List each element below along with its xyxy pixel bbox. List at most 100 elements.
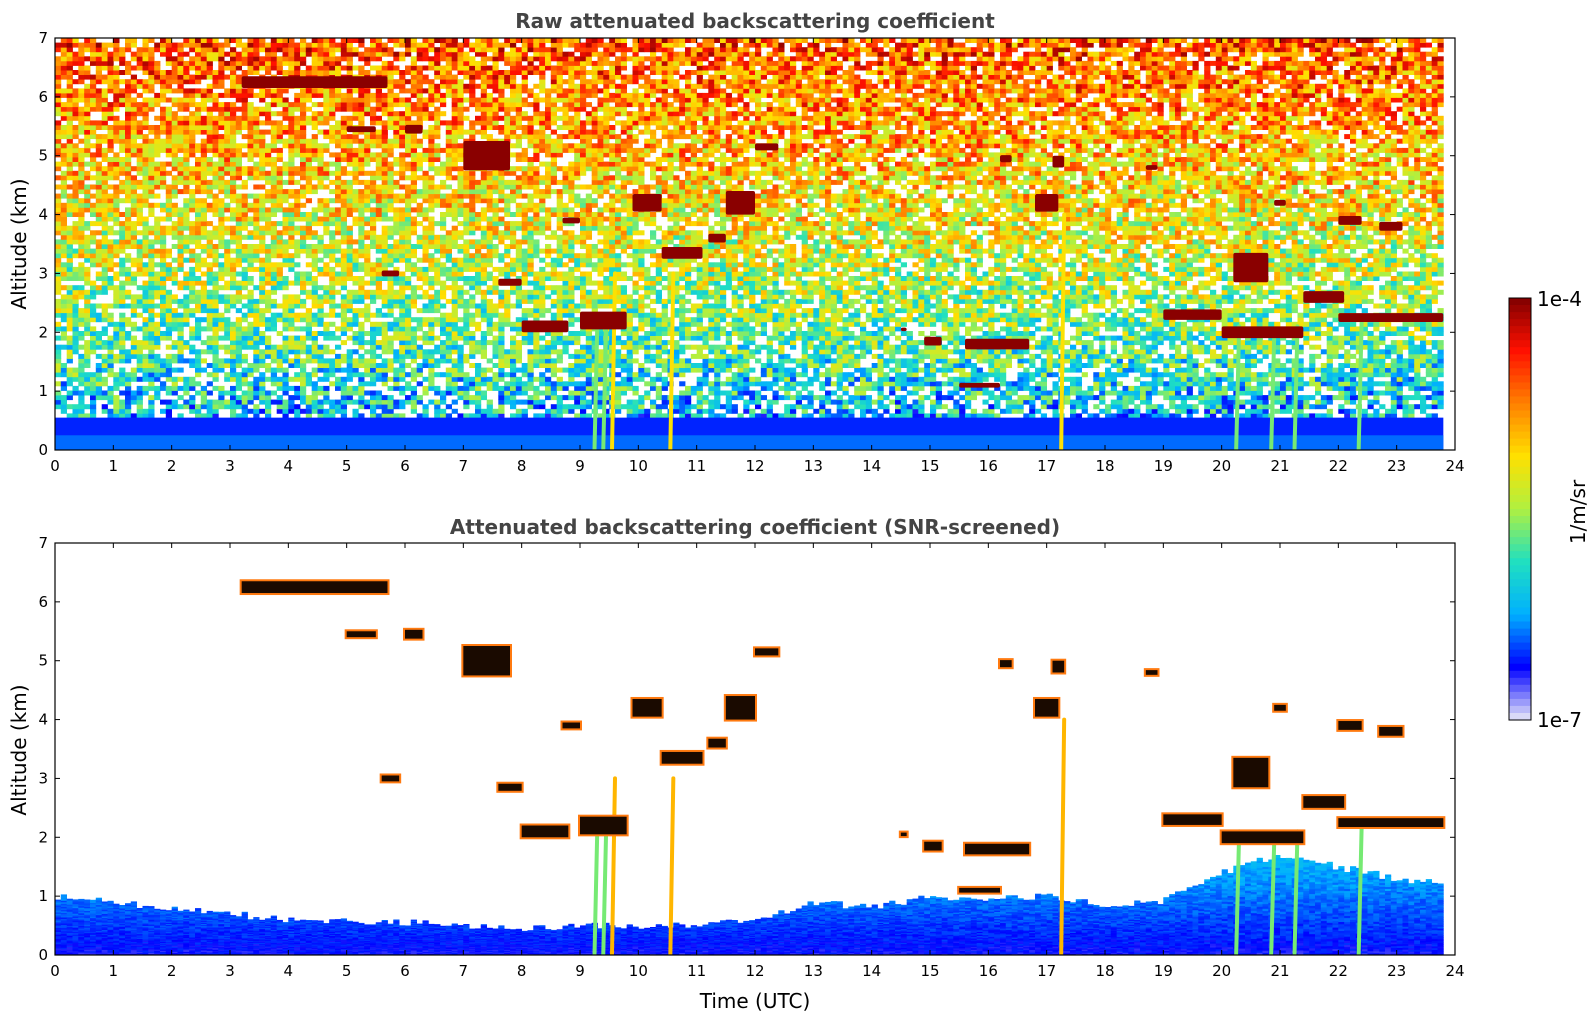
noise-cell (247, 138, 254, 144)
noise-cell (422, 152, 429, 158)
noise-cell (125, 331, 132, 336)
noise-cell (160, 285, 167, 291)
noise-cell (364, 253, 371, 259)
noise-cell (95, 170, 102, 176)
noise-cell (154, 385, 161, 391)
noise-cell (445, 257, 452, 263)
noise-cell (84, 349, 91, 355)
noise-cell (189, 88, 196, 94)
noise-cell (381, 193, 388, 199)
noise-cell (422, 88, 429, 94)
noise-cell (177, 331, 184, 336)
noise-cell (241, 42, 248, 48)
noise-cell (66, 166, 73, 172)
noise-cell (142, 225, 149, 231)
noise-cell (399, 129, 406, 135)
noise-cell (160, 147, 167, 153)
noise-cell (305, 326, 312, 332)
noise-cell (358, 189, 365, 195)
noise-cell (370, 331, 377, 336)
noise-cell (171, 221, 178, 227)
noise-cell (189, 248, 196, 254)
noise-cell (78, 157, 85, 162)
noise-cell (259, 120, 266, 126)
noise-cell (352, 138, 359, 144)
noise-cell (160, 303, 167, 309)
noise-cell (119, 404, 126, 410)
noise-cell (171, 184, 178, 190)
noise-cell (259, 385, 266, 391)
noise-cell (416, 294, 423, 300)
noise-cell (451, 303, 458, 309)
noise-cell (457, 385, 464, 391)
noise-cell (160, 234, 167, 240)
noise-cell (183, 179, 190, 185)
noise-cell (445, 56, 452, 62)
noise-cell (416, 381, 423, 387)
noise-cell (78, 120, 85, 126)
noise-cell (177, 298, 184, 304)
noise-cell (253, 120, 260, 126)
noise-cell (445, 42, 452, 48)
noise-cell (329, 92, 336, 98)
noise-cell (463, 381, 470, 387)
noise-cell (329, 266, 336, 272)
noise-cell (492, 349, 499, 355)
noise-cell (195, 120, 202, 126)
noise-cell (393, 216, 400, 222)
noise-cell (399, 312, 406, 318)
noise-cell (130, 271, 137, 277)
noise-cell (125, 115, 132, 121)
noise-cell (370, 340, 377, 346)
noise-cell (189, 120, 196, 126)
noise-cell (212, 257, 219, 263)
noise-cell (218, 276, 225, 281)
noise-cell (218, 111, 225, 117)
noise-cell (358, 294, 365, 300)
noise-cell (311, 234, 318, 240)
noise-cell (206, 166, 213, 172)
noise-cell (136, 111, 143, 117)
noise-cell (189, 234, 196, 240)
noise-cell (282, 207, 289, 213)
noise-cell (434, 147, 441, 153)
noise-cell (329, 308, 336, 314)
noise-cell (340, 234, 347, 240)
noise-cell (177, 349, 184, 355)
noise-cell (265, 56, 272, 62)
noise-cell (265, 115, 272, 121)
noise-cell (410, 289, 417, 295)
noise-cell (265, 289, 272, 295)
noise-cell (224, 102, 231, 108)
noise-cell (72, 42, 79, 48)
noise-cell (311, 157, 318, 162)
noise-cell (195, 56, 202, 62)
noise-cell (276, 179, 283, 185)
noise-cell (381, 212, 388, 217)
noise-cell (55, 88, 62, 94)
noise-cell (416, 395, 423, 401)
noise-cell (399, 253, 406, 259)
noise-cell (486, 385, 493, 391)
noise-cell (352, 193, 359, 199)
noise-cell (457, 106, 464, 112)
noise-cell (60, 106, 67, 112)
noise-cell (259, 207, 266, 213)
noise-cell (463, 106, 470, 112)
noise-cell (428, 147, 435, 153)
noise-cell (381, 303, 388, 309)
noise-cell (480, 298, 487, 304)
noise-cell (107, 74, 114, 80)
noise-cell (154, 161, 161, 167)
noise-cell (241, 312, 248, 318)
noise-cell (270, 271, 277, 277)
noise-cell (113, 65, 120, 71)
noise-cell (288, 317, 295, 323)
noise-cell (416, 344, 423, 350)
noise-cell (195, 143, 202, 149)
noise-cell (78, 198, 85, 204)
noise-cell (405, 244, 412, 249)
noise-cell (428, 285, 435, 291)
noise-cell (66, 111, 73, 117)
noise-cell (486, 74, 493, 80)
